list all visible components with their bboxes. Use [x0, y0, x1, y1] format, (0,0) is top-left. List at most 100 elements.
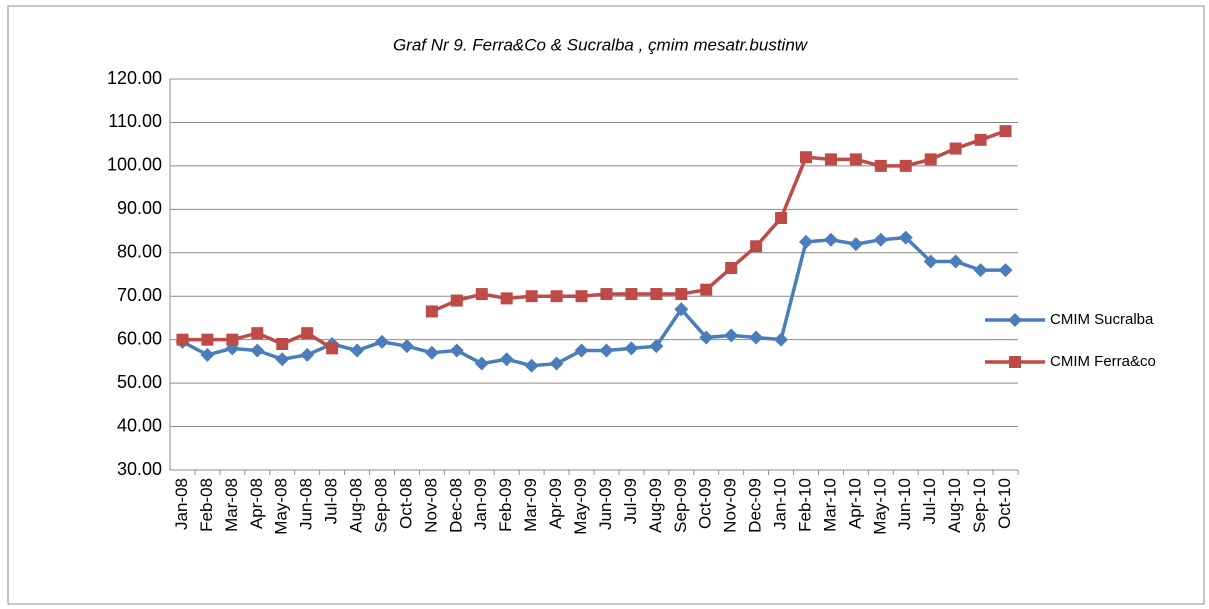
point	[674, 302, 689, 317]
x-tick-label: Aug-09	[646, 478, 665, 533]
y-tick-label: 70.00	[117, 285, 162, 305]
y-tick-label: 30.00	[117, 459, 162, 479]
point	[499, 352, 514, 367]
point	[375, 334, 389, 349]
point	[725, 261, 738, 274]
x-tick-label: Dec-09	[746, 478, 765, 533]
point	[301, 327, 314, 340]
point	[326, 342, 339, 355]
x-tick-label: Jul-10	[920, 478, 939, 524]
x-tick-label: Mar-08	[222, 478, 241, 532]
point	[974, 133, 987, 146]
point	[873, 232, 888, 247]
y-tick-label: 50.00	[117, 372, 162, 392]
y-tick-label: 60.00	[117, 328, 162, 348]
point	[999, 125, 1012, 138]
point	[399, 339, 414, 354]
x-tick-label: Apr-09	[546, 478, 565, 529]
point	[251, 327, 264, 340]
point	[575, 290, 588, 303]
point	[300, 347, 315, 362]
point	[749, 330, 764, 345]
x-tick-label: Mar-09	[521, 478, 540, 532]
point	[923, 254, 938, 269]
x-tick-label: Nov-09	[721, 478, 740, 533]
point	[649, 339, 664, 354]
point	[574, 343, 589, 358]
x-tick-label: Jun-08	[297, 478, 316, 530]
point	[425, 305, 438, 318]
point	[699, 330, 714, 345]
x-tick-label: Feb-09	[496, 478, 515, 532]
y-tick-label: 120.00	[107, 68, 162, 88]
legend-marker	[1008, 313, 1022, 327]
series-line	[181, 235, 1006, 368]
point	[524, 358, 539, 373]
point	[624, 341, 639, 356]
point	[450, 294, 463, 307]
point	[898, 230, 913, 245]
legend-label: CMIM Sucralba	[1050, 311, 1154, 328]
point	[724, 328, 739, 343]
point	[550, 290, 563, 303]
point	[549, 356, 564, 371]
x-tick-label: May-10	[870, 478, 889, 535]
point	[500, 292, 513, 305]
point	[226, 333, 239, 346]
point	[449, 343, 464, 358]
x-tick-label: Jul-08	[322, 478, 341, 524]
x-tick-label: Sep-08	[371, 478, 390, 533]
x-tick-label: Sep-09	[671, 478, 690, 533]
point	[250, 343, 265, 358]
chart-border	[7, 5, 1205, 605]
point	[849, 153, 862, 166]
point	[874, 159, 887, 172]
point	[775, 212, 788, 225]
x-tick-label: Oct-09	[696, 478, 715, 529]
x-tick-label: Oct-08	[396, 478, 415, 529]
point	[474, 356, 489, 371]
x-tick-label: Feb-08	[197, 478, 216, 532]
x-tick-label: Apr-10	[845, 478, 864, 529]
point	[823, 232, 838, 247]
point	[600, 288, 613, 301]
x-tick-label: Nov-08	[421, 478, 440, 533]
point	[848, 237, 863, 252]
point	[949, 142, 962, 155]
point	[176, 333, 189, 346]
x-tick-label: Jul-09	[621, 478, 640, 524]
x-tick-label: Jan-10	[771, 478, 790, 530]
chart-title: Graf Nr 9. Ferra&Co & Sucralba , çmim me…	[393, 35, 809, 54]
point	[948, 254, 963, 269]
legend-marker	[1009, 356, 1021, 368]
point	[625, 288, 638, 301]
x-tick-label: Apr-08	[247, 478, 266, 529]
point	[774, 332, 789, 347]
point	[824, 153, 837, 166]
point	[800, 151, 812, 164]
x-tick-label: Oct-10	[995, 478, 1014, 529]
x-tick-label: Mar-10	[820, 478, 839, 532]
point	[200, 347, 215, 362]
point	[201, 333, 214, 346]
point	[525, 290, 538, 303]
point	[700, 283, 713, 296]
x-tick-label: Aug-10	[945, 478, 964, 533]
y-tick-label: 80.00	[117, 242, 162, 262]
point	[973, 263, 988, 278]
point	[475, 288, 488, 301]
point	[599, 343, 614, 358]
point	[799, 234, 813, 249]
point	[924, 153, 937, 166]
point	[276, 338, 289, 351]
point	[424, 345, 439, 360]
x-tick-label: Aug-08	[347, 478, 366, 533]
y-tick-label: 40.00	[117, 415, 162, 435]
point	[998, 263, 1013, 278]
y-tick-label: 100.00	[107, 155, 162, 175]
x-tick-label: Feb-10	[795, 478, 814, 532]
x-tick-label: May-09	[571, 478, 590, 535]
point	[675, 288, 688, 301]
